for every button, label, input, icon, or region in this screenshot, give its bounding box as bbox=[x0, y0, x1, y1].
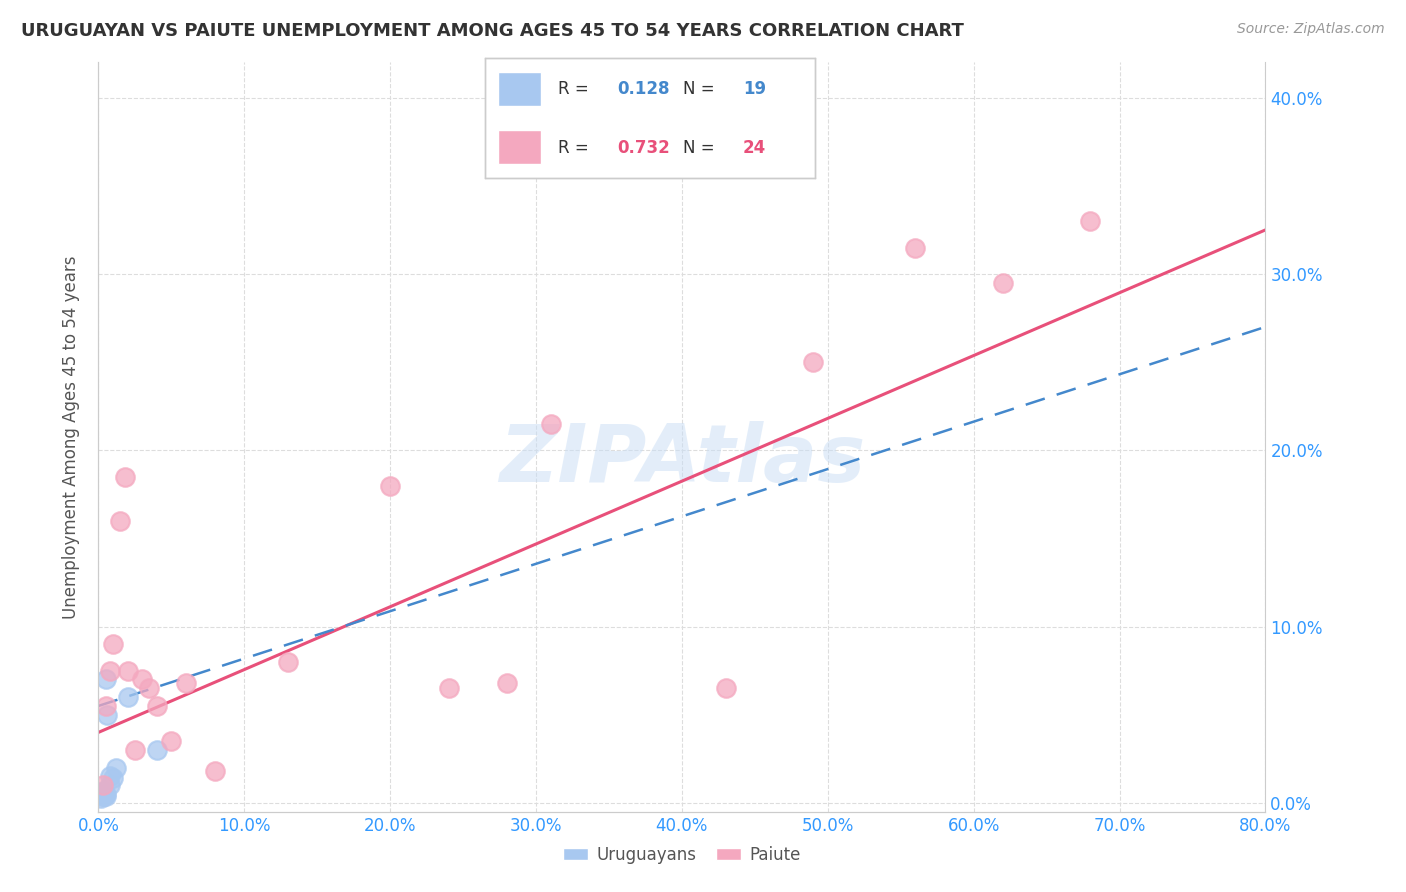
Point bbox=[104, 761, 127, 775]
Point bbox=[204, 764, 226, 779]
Point bbox=[138, 681, 160, 696]
Point bbox=[904, 241, 927, 255]
Point bbox=[124, 743, 146, 757]
Point bbox=[91, 783, 114, 797]
Point bbox=[991, 276, 1014, 290]
Point bbox=[94, 673, 117, 687]
Legend: Uruguayans, Paiute: Uruguayans, Paiute bbox=[557, 839, 807, 871]
Point bbox=[98, 769, 121, 783]
Point bbox=[91, 787, 114, 801]
Point bbox=[160, 734, 183, 748]
Text: 24: 24 bbox=[742, 138, 766, 157]
Text: URUGUAYAN VS PAIUTE UNEMPLOYMENT AMONG AGES 45 TO 54 YEARS CORRELATION CHART: URUGUAYAN VS PAIUTE UNEMPLOYMENT AMONG A… bbox=[21, 22, 965, 40]
Point bbox=[101, 771, 124, 785]
Point bbox=[540, 417, 562, 431]
Point bbox=[714, 681, 737, 696]
Point bbox=[174, 676, 197, 690]
Point bbox=[94, 698, 117, 713]
Text: ZIPAtlas: ZIPAtlas bbox=[499, 420, 865, 499]
Point bbox=[110, 514, 132, 528]
Point bbox=[93, 787, 115, 801]
Point bbox=[90, 787, 112, 801]
Point bbox=[131, 673, 153, 687]
Point bbox=[1080, 214, 1102, 228]
Text: 19: 19 bbox=[742, 79, 766, 98]
Point bbox=[93, 789, 115, 803]
Point bbox=[146, 698, 169, 713]
Text: N =: N = bbox=[683, 79, 720, 98]
Point bbox=[98, 778, 121, 792]
Point bbox=[93, 785, 115, 799]
Text: 0.128: 0.128 bbox=[617, 79, 669, 98]
Point bbox=[89, 787, 111, 801]
Point bbox=[90, 790, 112, 805]
Point bbox=[801, 355, 824, 369]
Point bbox=[91, 789, 114, 803]
Y-axis label: Unemployment Among Ages 45 to 54 years: Unemployment Among Ages 45 to 54 years bbox=[62, 255, 80, 619]
Point bbox=[437, 681, 460, 696]
Point bbox=[146, 743, 169, 757]
Text: R =: R = bbox=[558, 79, 593, 98]
Point bbox=[114, 469, 136, 483]
Point bbox=[96, 707, 118, 722]
Point bbox=[98, 664, 121, 678]
Point bbox=[117, 690, 139, 705]
Text: N =: N = bbox=[683, 138, 720, 157]
Point bbox=[94, 787, 117, 801]
Bar bbox=[498, 130, 541, 164]
Point bbox=[496, 676, 519, 690]
Bar bbox=[498, 72, 541, 106]
Point bbox=[101, 637, 124, 651]
Point bbox=[94, 789, 117, 803]
Text: Source: ZipAtlas.com: Source: ZipAtlas.com bbox=[1237, 22, 1385, 37]
Point bbox=[277, 655, 299, 669]
Text: 0.732: 0.732 bbox=[617, 138, 671, 157]
Point bbox=[117, 664, 139, 678]
Point bbox=[91, 778, 114, 792]
Point bbox=[380, 478, 402, 492]
Text: R =: R = bbox=[558, 138, 593, 157]
